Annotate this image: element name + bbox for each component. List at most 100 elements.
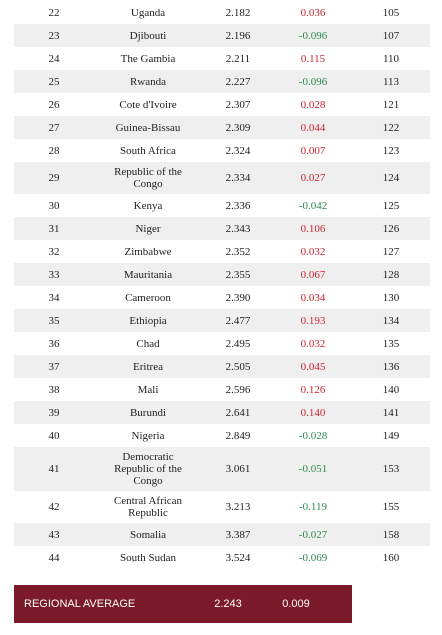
country: Kenya	[133, 199, 163, 212]
global-rank: 122	[382, 121, 400, 134]
change: 0.028	[300, 98, 326, 111]
score: 2.211	[225, 52, 251, 65]
country: Mauritania	[123, 268, 173, 281]
global-rank: 127	[382, 245, 400, 258]
country: Republic of the Congo	[114, 166, 182, 190]
change: -0.096	[298, 29, 328, 42]
change: 0.045	[300, 360, 326, 373]
score: 2.352	[225, 245, 251, 258]
score: 2.227	[225, 75, 251, 88]
country: Ethiopia	[129, 314, 167, 327]
table-row: 39 Burundi 2.641 0.140 141	[14, 401, 430, 424]
rank: 25	[48, 75, 60, 88]
table-row: 40 Nigeria 2.849 -0.028 149	[14, 424, 430, 447]
change: -0.069	[298, 551, 328, 564]
country: Uganda	[130, 6, 166, 19]
score: 2.336	[225, 199, 251, 212]
table-row: 44 South Sudan 3.524 -0.069 160	[14, 546, 430, 569]
country: Somalia	[129, 528, 167, 541]
country: South Africa	[120, 144, 176, 157]
table-row: 26 Cote d'Ivoire 2.307 0.028 121	[14, 93, 430, 116]
change: -0.051	[298, 463, 328, 475]
global-rank: 121	[382, 98, 400, 111]
rank: 32	[48, 245, 60, 258]
change: 0.007	[300, 144, 326, 157]
global-rank: 126	[382, 222, 400, 235]
rank: 44	[48, 551, 60, 564]
country: South Sudan	[120, 551, 176, 564]
global-rank: 107	[382, 29, 400, 42]
change: -0.042	[298, 199, 328, 212]
global-rank: 110	[382, 52, 400, 65]
global-rank: 130	[382, 291, 400, 304]
rank: 35	[48, 314, 60, 327]
change: -0.119	[298, 501, 327, 513]
change: 0.126	[300, 383, 326, 396]
score: 2.309	[225, 121, 251, 134]
rank: 43	[48, 528, 60, 541]
footer-label: REGIONAL AVERAGE	[24, 598, 136, 610]
country: Cameroon	[125, 291, 171, 304]
score: 2.495	[225, 337, 251, 350]
table-row: 42 Central African Republic 3.213 -0.119 155	[14, 491, 430, 523]
global-rank: 123	[382, 144, 400, 157]
global-rank: 128	[382, 268, 400, 281]
global-rank: 125	[382, 199, 400, 212]
table-row: 31 Niger 2.343 0.106 126	[14, 217, 430, 240]
rank: 28	[48, 144, 60, 157]
change: 0.034	[300, 291, 326, 304]
rank: 40	[48, 429, 60, 442]
change: -0.028	[298, 429, 328, 442]
change: 0.193	[300, 314, 326, 327]
country: Democratic Republic of the Congo	[114, 451, 182, 487]
score: 3.061	[225, 463, 251, 475]
change: 0.032	[300, 245, 326, 258]
score: 2.343	[225, 222, 251, 235]
global-rank: 141	[382, 406, 400, 419]
rank: 26	[48, 98, 60, 111]
score: 2.596	[225, 383, 251, 396]
table-row: 22 Uganda 2.182 0.036 105	[14, 1, 430, 24]
table-row: 33 Mauritania 2.355 0.067 128	[14, 263, 430, 286]
global-rank: 155	[382, 501, 400, 513]
table-row: 30 Kenya 2.336 -0.042 125	[14, 194, 430, 217]
score: 2.182	[225, 6, 251, 19]
rank: 29	[48, 172, 60, 184]
regional-average-bar: REGIONAL AVERAGE 2.243 0.009	[14, 585, 352, 623]
table-row: 41 Democratic Republic of the Congo 3.061 -…	[14, 447, 430, 491]
global-rank: 158	[382, 528, 400, 541]
score: 2.390	[225, 291, 251, 304]
score: 2.307	[225, 98, 251, 111]
ranking-table: 22 Uganda 2.182 0.036 105 23 Djibouti 2.196 -0.0…	[14, 1, 430, 569]
change: 0.067	[300, 268, 326, 281]
rank: 31	[48, 222, 60, 235]
country: Rwanda	[129, 75, 167, 88]
rank: 22	[48, 6, 60, 19]
global-rank: 136	[382, 360, 400, 373]
table-row: 25 Rwanda 2.227 -0.096 113	[14, 70, 430, 93]
score: 2.324	[225, 144, 251, 157]
rank: 37	[48, 360, 60, 373]
global-rank: 149	[382, 429, 400, 442]
global-rank: 135	[382, 337, 400, 350]
score: 3.213	[225, 501, 251, 513]
score: 2.196	[225, 29, 251, 42]
table-row: 24 The Gambia 2.211 0.115 110	[14, 47, 430, 70]
global-rank: 113	[382, 75, 400, 88]
country: Eritrea	[133, 360, 163, 373]
rank: 23	[48, 29, 60, 42]
rank: 34	[48, 291, 60, 304]
score: 2.641	[225, 406, 251, 419]
footer-score: 2.243	[214, 598, 242, 610]
country: Nigeria	[131, 429, 165, 442]
change: 0.106	[300, 222, 326, 235]
rank: 24	[48, 52, 60, 65]
table-row: 23 Djibouti 2.196 -0.096 107	[14, 24, 430, 47]
country: Cote d'Ivoire	[119, 98, 177, 111]
rank: 33	[48, 268, 60, 281]
change: -0.096	[298, 75, 328, 88]
global-rank: 160	[382, 551, 400, 564]
table-row: 29 Republic of the Congo 2.334 0.027 124	[14, 162, 430, 194]
rank: 27	[48, 121, 60, 134]
